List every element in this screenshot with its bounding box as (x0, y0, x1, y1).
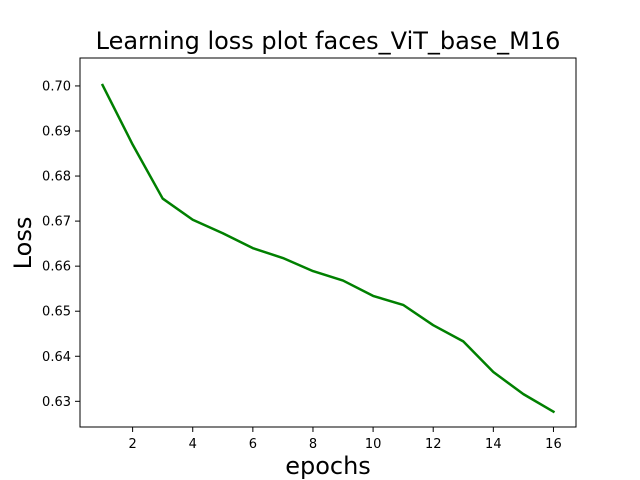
y-tick-label: 0.66 (42, 260, 71, 275)
x-tick-label: 4 (189, 437, 197, 452)
loss-series-line (100, 83, 556, 414)
y-tick-label: 0.63 (42, 395, 71, 410)
chart-title: Learning loss plot faces_ViT_base_M16 (96, 27, 561, 55)
x-tick-label: 14 (485, 437, 502, 452)
x-tick-label: 16 (545, 437, 562, 452)
y-axis: 0.63 0.64 0.65 0.66 0.67 0.68 0.69 0.70 (42, 79, 80, 410)
x-tick-label: 8 (309, 437, 317, 452)
x-axis: 2 4 6 8 10 12 14 16 (128, 427, 562, 452)
y-tick-label: 0.64 (42, 350, 71, 365)
x-tick-label: 10 (365, 437, 382, 452)
y-tick-label: 0.65 (42, 305, 71, 320)
series-layer (100, 83, 556, 414)
x-tick-label: 2 (128, 437, 136, 452)
y-tick-label: 0.69 (42, 124, 71, 139)
plot-area: 2 4 6 8 10 12 14 16 0.630.640.650.660.670.680.6… (42, 57, 577, 452)
y-axis-label: Loss (9, 217, 37, 270)
x-tick-label: 6 (249, 437, 257, 452)
y-tick-label: 0.67 (42, 215, 71, 230)
plot-frame (79, 57, 577, 428)
x-axis-label: epochs (285, 452, 371, 480)
y-tick-label: 0.70 (42, 79, 71, 94)
x-tick-label: 12 (425, 437, 442, 452)
y-tick-label: 0.68 (42, 170, 71, 185)
